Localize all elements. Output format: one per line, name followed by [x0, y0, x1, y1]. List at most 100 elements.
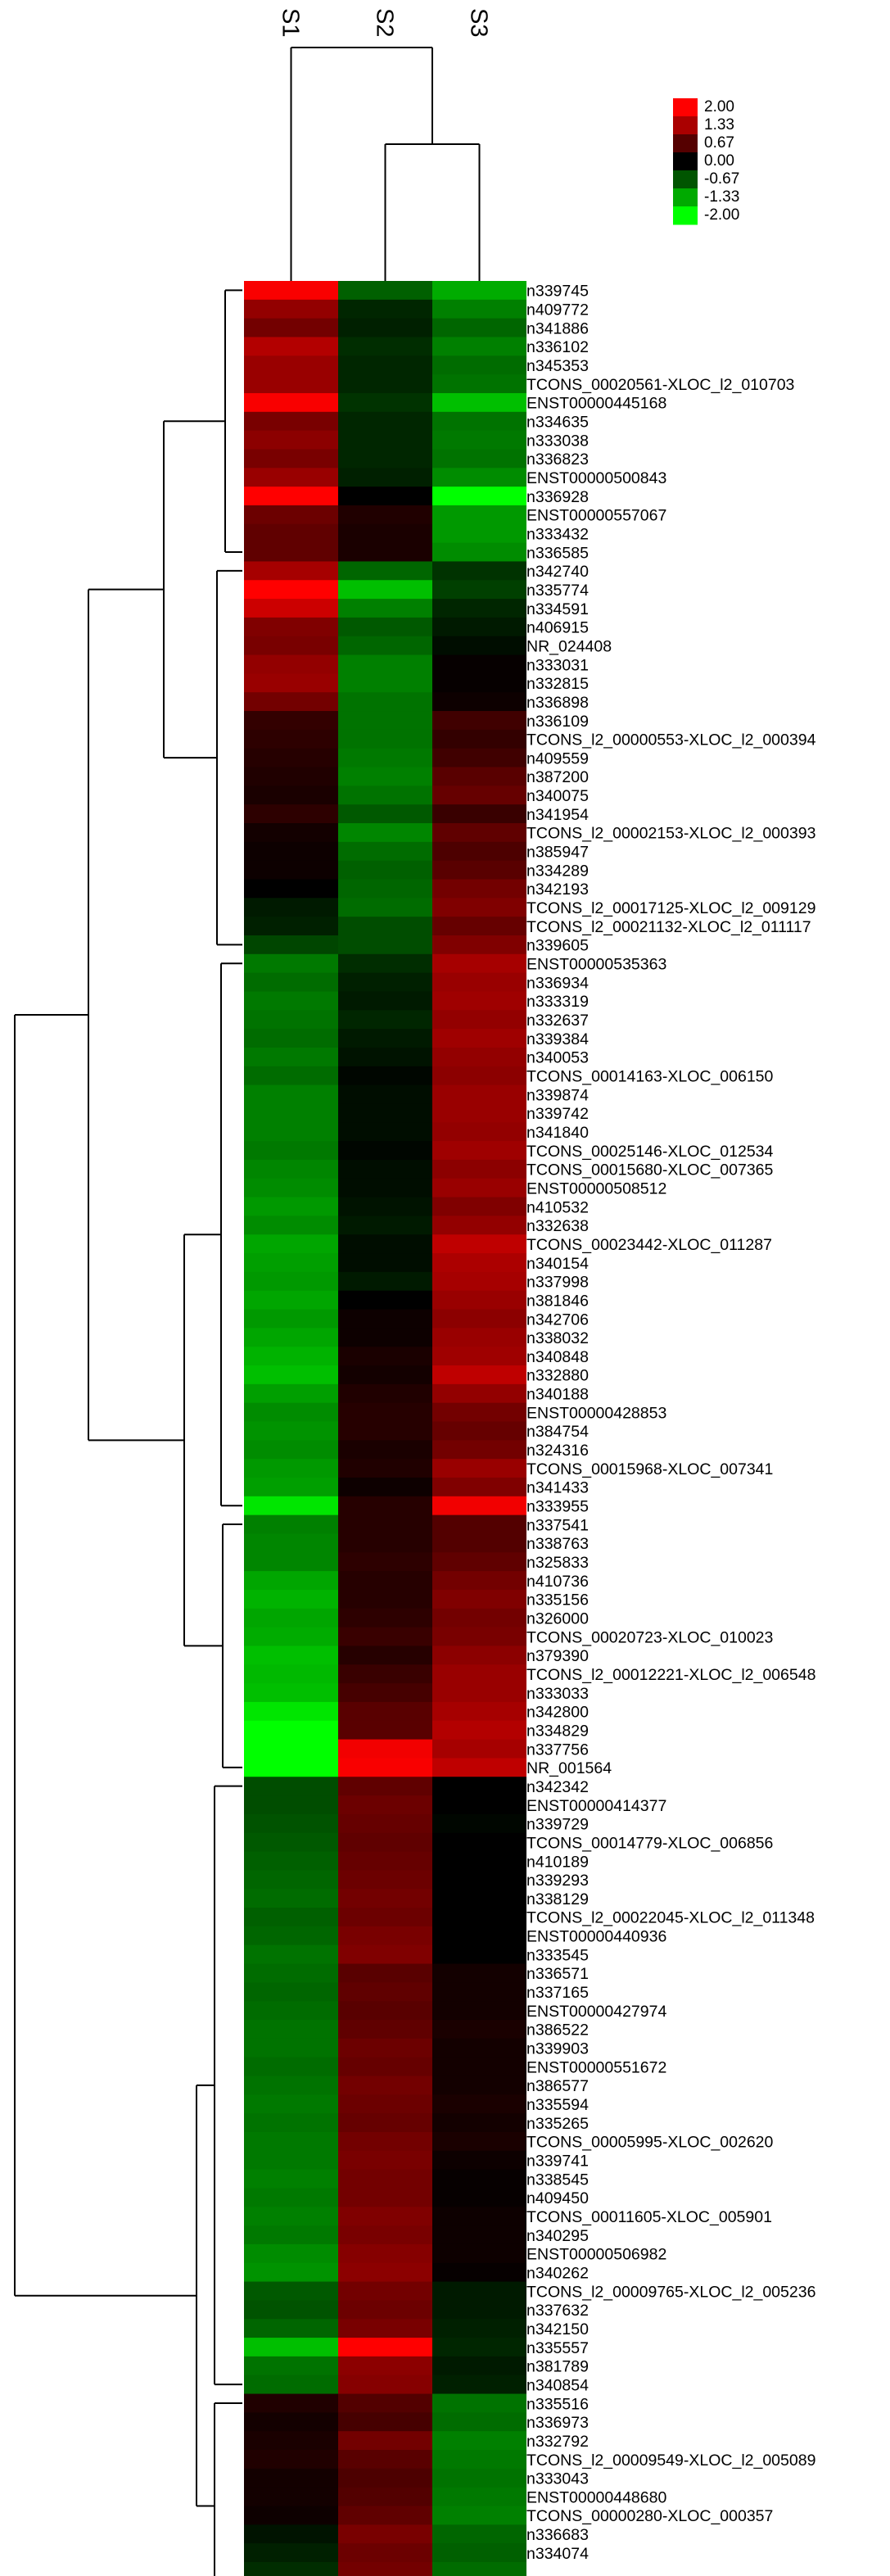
- heatmap-cell: [432, 654, 526, 674]
- row-label: n333038: [526, 432, 589, 450]
- heatmap-cell: [244, 1253, 338, 1273]
- heatmap-cell: [432, 1926, 526, 1946]
- heatmap-cell: [432, 1234, 526, 1254]
- heatmap-cell: [244, 1571, 338, 1591]
- heatmap-cell: [432, 1290, 526, 1311]
- heatmap-cell: [338, 1552, 432, 1572]
- heatmap-cell: [244, 1496, 338, 1516]
- heatmap-cell: [432, 2207, 526, 2226]
- column-label: S1: [278, 8, 304, 37]
- heatmap-cell: [338, 1963, 432, 1983]
- row-label: n339874: [526, 1086, 589, 1104]
- heatmap-cell: [338, 1870, 432, 1890]
- row-label: n409559: [526, 749, 589, 767]
- heatmap-cell: [432, 1739, 526, 1759]
- heatmap-cell: [338, 1739, 432, 1759]
- legend-swatch: [673, 206, 698, 225]
- heatmap-cell: [244, 1328, 338, 1347]
- heatmap-cell: [338, 1683, 432, 1703]
- heatmap-cell: [338, 1216, 432, 1235]
- heatmap-cell: [432, 1421, 526, 1441]
- row-label: n342706: [526, 1311, 589, 1329]
- heatmap-cell: [432, 2450, 526, 2470]
- heatmap-cell: [244, 1851, 338, 1871]
- heatmap-cell: [244, 1029, 338, 1048]
- heatmap-cell: [338, 281, 432, 301]
- heatmap-cell: [338, 1010, 432, 1030]
- heatmap-cell: [244, 505, 338, 525]
- heatmap-cell: [432, 374, 526, 394]
- row-label: n341954: [526, 806, 589, 824]
- heatmap-cell: [244, 879, 338, 899]
- heatmap-cell: [338, 2225, 432, 2245]
- heatmap-cell: [244, 411, 338, 432]
- row-label: n410736: [526, 1573, 589, 1591]
- heatmap-cell: [244, 767, 338, 786]
- heatmap-cell: [244, 2057, 338, 2077]
- heatmap-cell: [338, 2319, 432, 2338]
- row-label: n338763: [526, 1535, 589, 1553]
- heatmap-cell: [244, 1234, 338, 1254]
- heatmap-cell: [432, 2524, 526, 2544]
- row-label: n336934: [526, 974, 589, 992]
- color-scale-legend: 2.001.330.670.00-0.67-1.33-2.00: [673, 98, 739, 225]
- heatmap-cell: [432, 2412, 526, 2432]
- row-label: n345353: [526, 357, 589, 375]
- heatmap-cell: [432, 505, 526, 525]
- heatmap-cell: [432, 2057, 526, 2077]
- heatmap-cell: [432, 2150, 526, 2171]
- heatmap-cell: [432, 599, 526, 618]
- heatmap-cell: [244, 1141, 338, 1161]
- legend-tick-label: -1.33: [704, 188, 739, 206]
- heatmap-cell: [244, 2262, 338, 2283]
- heatmap-cell: [244, 2562, 338, 2576]
- heatmap-cell: [338, 1103, 432, 1123]
- heatmap-cell: [244, 580, 338, 600]
- row-label: n337998: [526, 1274, 589, 1292]
- heatmap-cell: [338, 580, 432, 600]
- heatmap-cell: [432, 748, 526, 768]
- heatmap-cell: [338, 654, 432, 674]
- heatmap-cell: [432, 1664, 526, 1684]
- heatmap-cell: [432, 972, 526, 993]
- heatmap-cell: [338, 337, 432, 356]
- row-label: ENST00000500843: [526, 469, 666, 487]
- heatmap-cell: [432, 1608, 526, 1628]
- heatmap-cell: [432, 1159, 526, 1179]
- heatmap-cell: [432, 1029, 526, 1048]
- heatmap-cell: [244, 2543, 338, 2563]
- row-label: n340295: [526, 2227, 589, 2245]
- heatmap-cell: [432, 2393, 526, 2413]
- legend-swatch: [673, 170, 698, 189]
- row-label: n334289: [526, 862, 589, 880]
- heatmap-cell: [432, 1514, 526, 1535]
- heatmap-cell: [338, 1047, 432, 1067]
- legend-swatch: [673, 188, 698, 207]
- heatmap-cell: [432, 785, 526, 805]
- heatmap-cell: [432, 991, 526, 1011]
- heatmap-cell: [338, 1309, 432, 1329]
- heatmap-cell: [244, 654, 338, 674]
- heatmap-cell: [432, 1720, 526, 1741]
- heatmap-cell: [338, 2300, 432, 2320]
- heatmap-cell: [244, 1216, 338, 1235]
- heatmap-cell: [338, 1459, 432, 1478]
- row-label: ENST00000427974: [526, 2003, 666, 2021]
- heatmap-cell: [432, 860, 526, 881]
- row-label: n335557: [526, 2339, 589, 2357]
- heatmap-cell: [432, 2169, 526, 2189]
- row-label: TCONS_00014779-XLOC_006856: [526, 1834, 773, 1852]
- column-dendrogram: [290, 47, 481, 281]
- heatmap-cell: [432, 879, 526, 899]
- heatmap-cell: [432, 1141, 526, 1161]
- heatmap-cell: [244, 1459, 338, 1478]
- heatmap-cell: [244, 1383, 338, 1404]
- heatmap-cell: [432, 1627, 526, 1647]
- heatmap-cell: [432, 1571, 526, 1591]
- row-label: n333432: [526, 525, 589, 543]
- row-label: n339741: [526, 2153, 589, 2171]
- heatmap-cell: [244, 281, 338, 301]
- heatmap-cell: [432, 823, 526, 843]
- heatmap-cell: [338, 1421, 432, 1441]
